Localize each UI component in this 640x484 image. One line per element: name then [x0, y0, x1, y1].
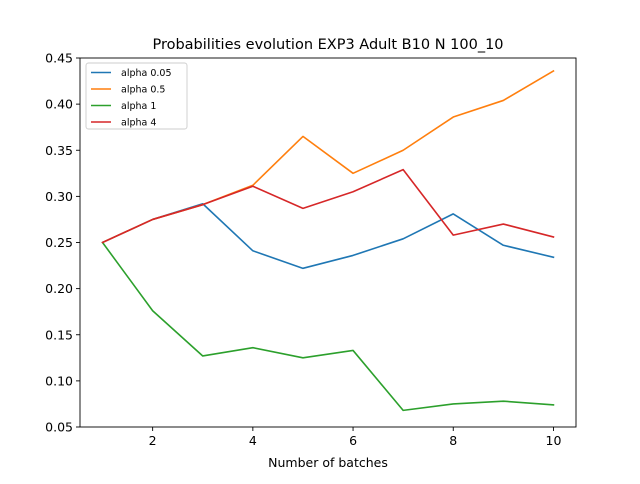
- y-tick-label: 0.35: [45, 143, 73, 158]
- legend: alpha 0.05 alpha 0.5 alpha 1 alpha 4: [85, 62, 188, 130]
- chart-title: Probabilities evolution EXP3 Adult B10 N…: [152, 37, 503, 53]
- series-group: [101, 69, 555, 412]
- x-tick-label: 10: [546, 433, 562, 448]
- y-axis: 0.05 0.10 0.15 0.20 0.25 0.30 0.35 0.40 0.45: [45, 51, 80, 435]
- y-tick-label: 0.10: [45, 373, 73, 388]
- x-tick-label: 8: [449, 433, 457, 448]
- series-line-3: [101, 168, 555, 244]
- legend-box: [85, 62, 188, 130]
- legend-label-3: alpha 4: [121, 118, 156, 129]
- legend-label-1: alpha 0.5: [121, 85, 165, 96]
- x-tick-label: 4: [249, 433, 257, 448]
- series-line-2: [101, 241, 555, 412]
- x-tick-label: 2: [149, 433, 157, 448]
- y-tick-label: 0.20: [45, 281, 73, 296]
- y-tick-label: 0.45: [45, 51, 73, 66]
- x-axis: 2 4 6 8 10: [149, 427, 562, 448]
- y-tick-label: 0.05: [45, 420, 73, 435]
- x-axis-label: Number of batches: [268, 455, 388, 470]
- y-tick-label: 0.30: [45, 189, 73, 204]
- legend-label-2: alpha 1: [121, 101, 156, 112]
- y-tick-label: 0.25: [45, 235, 73, 250]
- y-tick-label: 0.40: [45, 97, 73, 112]
- y-tick-label: 0.15: [45, 327, 73, 342]
- x-tick-label: 6: [349, 433, 357, 448]
- legend-label-0: alpha 0.05: [121, 68, 172, 79]
